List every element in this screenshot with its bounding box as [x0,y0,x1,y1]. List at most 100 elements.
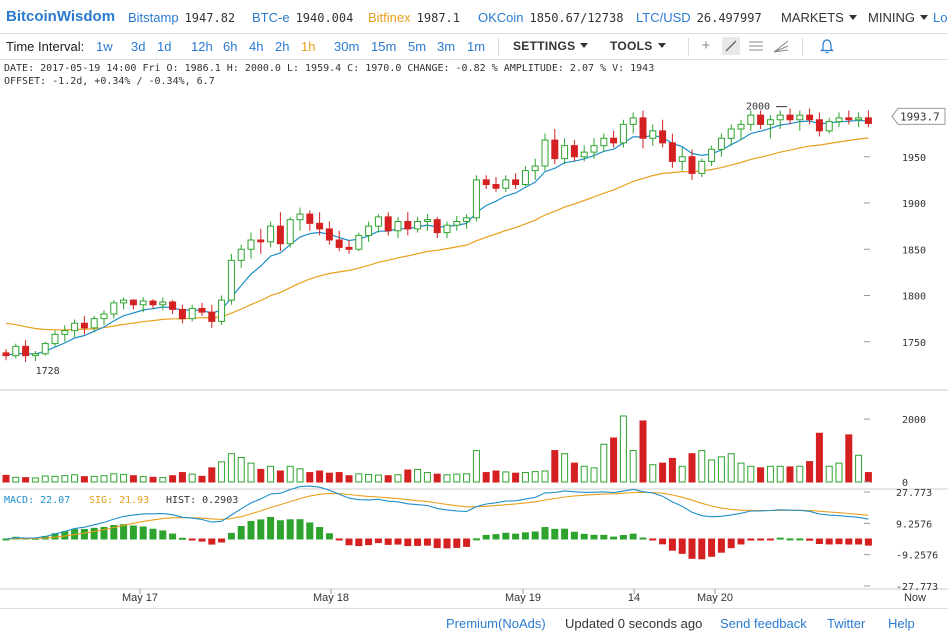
tools-menu[interactable]: TOOLS [610,39,666,53]
chart-canvas[interactable]: 1750 1800 1850 1900 1950 1993.7 2000 1728 2000… [0,0,948,608]
volume-bar [306,472,314,483]
interval-1w[interactable]: 1w [96,39,113,54]
macd-hist-bar [590,534,598,540]
candle-body [443,224,451,234]
candle-body [472,179,480,219]
candle-body [747,114,755,125]
volume-bar [139,476,147,483]
candle-body [649,130,657,139]
volume-bar [169,475,177,483]
volume-bar [855,454,863,483]
macd-hist-bar [551,528,559,540]
macd-hist-bar [737,538,745,545]
macd-hist-bar [139,526,147,540]
macd-hist-bar [570,531,578,540]
fan-icon[interactable] [772,37,790,55]
premium-link[interactable]: Premium(NoAds) [446,616,546,631]
macd-hist-bar [463,538,471,547]
volume-bar [659,462,667,483]
ohlc-info-line: DATE: 2017-05-19 14:00 Fri O: 1986.1 H: … [4,63,655,74]
candle-body [169,301,177,310]
candle-body [619,123,627,144]
interval-15m[interactable]: 15m [371,39,397,54]
macd-hist-bar [129,525,137,540]
login-link[interactable]: Lo [933,10,948,25]
macd-hist-bar [610,536,618,540]
candle-body [316,222,324,230]
interval-4h[interactable]: 4h [249,39,264,54]
candle-body [257,239,265,243]
candle-body [600,137,608,147]
candle-body [414,221,422,230]
volume-bar [12,476,20,483]
interval-3d[interactable]: 3d [131,39,146,54]
candle-body [41,343,49,355]
chevron-down-icon [657,43,666,48]
candle-body [433,219,441,234]
candle-body [708,148,716,162]
volume-bar [472,450,480,483]
mining-menu[interactable]: MINING [868,10,928,25]
volume-bar [247,462,255,483]
interval-1m[interactable]: 1m [467,39,486,54]
volume-bar [316,470,324,483]
settings-menu[interactable]: SETTINGS [513,39,589,53]
footer-bar: Premium(NoAds) Updated 0 seconds ago Sen… [0,608,948,639]
candle-body [737,123,745,130]
volume-bar [22,477,30,483]
volume-bar [345,475,353,483]
ticker-okcoin[interactable]: OKCoin 1850.67/12738 [478,10,624,25]
chevron-down-icon [580,43,589,48]
twitter-link[interactable]: Twitter [827,616,866,631]
candle-body [188,307,196,320]
ticker-ltcusd[interactable]: LTC/USD 26.497997 [636,10,762,25]
volume-axis: 2000 0 [864,415,926,489]
line-icon[interactable] [722,37,740,55]
volume-bar [41,475,49,483]
candle-body [757,114,765,125]
interval-3m[interactable]: 3m [437,39,456,54]
fibonacci-icon[interactable] [747,37,765,55]
macd-hist-bar [286,519,294,540]
macd-tick-label: 27.773 [896,488,932,499]
candle-body [864,117,872,124]
send-feedback-link[interactable]: Send feedback [720,616,807,631]
candle-body [110,302,118,315]
volume-bar [825,465,833,483]
help-link[interactable]: Help [888,616,915,631]
interval-1h[interactable]: 1h [301,39,316,54]
volume-bar [561,453,569,483]
markets-menu[interactable]: MARKETS [781,10,857,25]
candle-body [845,117,853,121]
candle-body [355,234,363,250]
volume-bar [257,468,265,483]
macd-hist-bar [668,538,676,551]
macd-hist-bar [227,532,235,540]
macd-hist-bar [629,533,637,540]
candle-body [335,239,343,248]
interval-30m[interactable]: 30m [334,39,360,54]
interval-2h[interactable]: 2h [275,39,290,54]
ticker-btce[interactable]: BTC-e 1940.004 [252,10,354,25]
macd-hist-bar [198,538,206,542]
candle-body [717,137,725,150]
candle-body [482,179,490,185]
crosshair-icon[interactable]: + [701,37,711,54]
last-price-label: 1993.7 [900,110,940,123]
ticker-bitstamp[interactable]: Bitstamp 1947.82 [128,10,236,25]
interval-5m[interactable]: 5m [408,39,427,54]
panel-separators [0,389,948,590]
macd-hist-bar [384,538,392,545]
interval-6h[interactable]: 6h [223,39,238,54]
offset-info-line: OFFSET: -1.2d, +0.34% / -0.34%, 6.7 [4,76,215,87]
macd-signal-label: SIG: 21.93 [89,495,149,506]
ticker-bitfinex[interactable]: Bitfinex 1987.1 [368,10,460,25]
volume-bar [629,450,637,483]
bell-icon[interactable] [818,37,836,55]
interval-1d[interactable]: 1d [157,39,172,54]
time-axis: May 17 May 18 May 19 14 May 20 Now [122,589,926,604]
brand-logo[interactable]: BitcoinWisdom [6,8,116,25]
macd-hist-bar [404,538,412,547]
candle-body [90,318,98,329]
interval-12h[interactable]: 12h [191,39,213,54]
